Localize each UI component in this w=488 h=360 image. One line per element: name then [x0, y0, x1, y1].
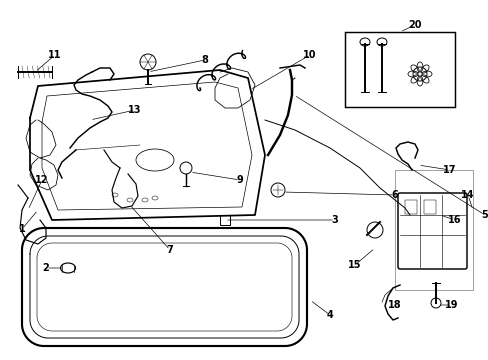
Text: 17: 17 — [442, 165, 456, 175]
Text: 8: 8 — [201, 55, 208, 65]
Text: 13: 13 — [128, 105, 142, 115]
Text: 20: 20 — [407, 20, 421, 30]
Text: 9: 9 — [236, 175, 243, 185]
Text: 16: 16 — [447, 215, 461, 225]
Text: 7: 7 — [166, 245, 173, 255]
Text: 15: 15 — [347, 260, 361, 270]
Bar — [345, 32, 454, 107]
Bar — [423, 200, 435, 214]
Text: 10: 10 — [303, 50, 316, 60]
Text: 11: 11 — [48, 50, 61, 60]
Text: 3: 3 — [331, 215, 338, 225]
Text: 19: 19 — [445, 300, 458, 310]
Text: 12: 12 — [35, 175, 49, 185]
Bar — [220, 215, 229, 225]
Text: 6: 6 — [391, 190, 398, 200]
Text: 2: 2 — [42, 263, 49, 273]
Text: 1: 1 — [19, 224, 25, 234]
Bar — [404, 200, 416, 214]
Text: 18: 18 — [387, 300, 401, 310]
Text: 4: 4 — [326, 310, 333, 320]
Text: 5: 5 — [481, 210, 488, 220]
Text: 14: 14 — [460, 190, 474, 200]
